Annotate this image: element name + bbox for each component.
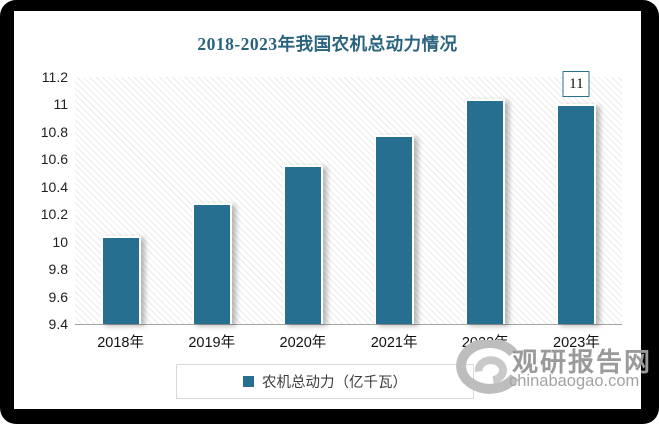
data-label: 11	[562, 71, 590, 98]
x-tick-label: 2019年	[188, 335, 236, 351]
y-tick-label: 10.8	[40, 123, 68, 140]
bar-2023年	[556, 104, 597, 324]
bar-2021年	[374, 134, 415, 324]
y-tick-label: 10.2	[40, 206, 68, 223]
watermark: 观研报告网 chinabaogao.com	[450, 338, 650, 404]
y-tick-label: 9.6	[48, 288, 68, 305]
y-tick-label: 9.8	[48, 261, 68, 278]
chart-title: 2018-2023年我国农机总动力情况	[197, 34, 458, 54]
bar-2022年	[465, 98, 506, 324]
legend-swatch-icon	[243, 376, 254, 387]
bar-2018年	[100, 236, 141, 324]
x-tick-label: 2020年	[279, 335, 327, 351]
watermark-name: 观研报告网	[512, 347, 653, 377]
x-tick-label: 2023年	[553, 335, 600, 351]
bar-2019年	[191, 203, 232, 324]
y-tick-label: 11.2	[41, 69, 68, 85]
y-tick-label: 11	[53, 96, 68, 113]
legend-label: 农机总动力（亿千瓦）	[262, 375, 407, 391]
legend: 农机总动力（亿千瓦）	[176, 364, 474, 399]
watermark-domain: chinabaogao.com	[509, 372, 640, 390]
y-tick-label: 10.6	[40, 151, 68, 168]
plot-area	[75, 77, 622, 325]
chart-canvas: 2018-2023年我国农机总动力情况 11.2 11 10.8 10.6 10.4 10…	[14, 11, 650, 409]
x-tick-label: 2018年	[97, 335, 144, 351]
y-tick-label: 9.4	[48, 316, 68, 332]
y-tick-label: 10	[52, 233, 68, 250]
y-tick-label: 10.4	[40, 178, 68, 195]
bar-2020年	[282, 164, 323, 324]
x-tick-label: 2021年	[370, 335, 418, 351]
watermark-swirl-icon	[456, 340, 519, 394]
